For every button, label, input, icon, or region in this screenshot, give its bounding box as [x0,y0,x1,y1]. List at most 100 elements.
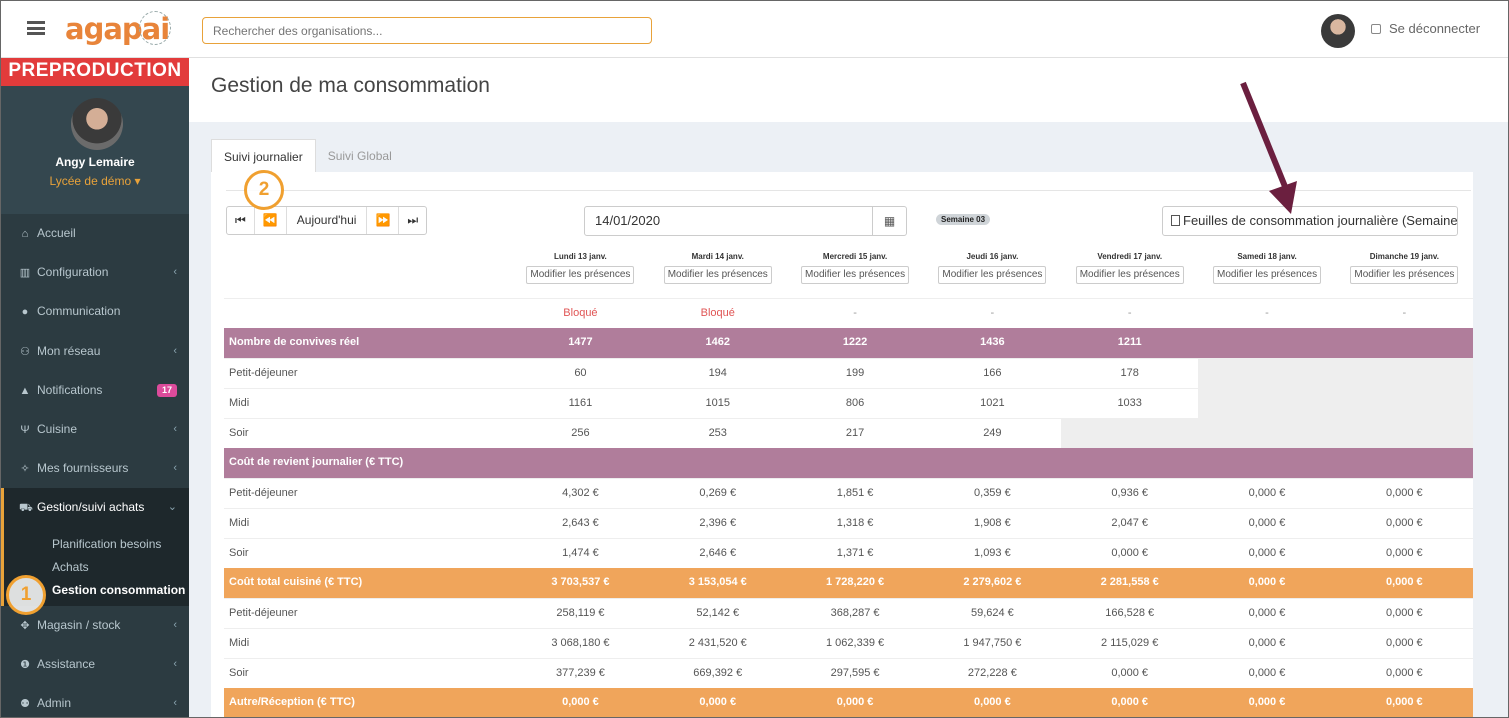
table-row: Midi 3 068,180 € 2 431,520 € 1 062,339 € 1 9… [224,628,1473,658]
row-label: Nombre de convives réel [229,336,360,348]
day-header: Samedi 18 janv. [1237,252,1297,261]
table-cell: 4,302 € [562,487,599,499]
users-icon: ⚇ [20,345,30,358]
table-cell: 806 [845,397,865,409]
cart-icon: ⛟ [19,502,33,515]
sidebar-item-magasin-stock[interactable]: ✥ Magasin / stock ‹ [1,606,189,645]
table-cell: 0,000 € [1248,637,1286,649]
table-cell: 0,000 € [1385,607,1423,619]
submenu-item-planification-besoins[interactable]: Planification besoins [52,536,162,551]
sidebar-item-communication[interactable]: ● Communication [1,292,189,331]
next-button[interactable]: ⏩ [367,207,400,234]
logout-button[interactable]: Se déconnecter [1371,21,1480,36]
edit-attendance-button[interactable]: Modifier les présences [1213,266,1322,284]
edit-attendance-button[interactable]: Modifier les présences [938,266,1047,284]
table-cell [924,448,1061,478]
table-cell: 0,000 € [1385,576,1423,588]
sidebar-item-gestion-suivi-achats[interactable]: ⛟ Gestion/suivi achats ⌄ [1,488,189,528]
row-label: Petit-déjeuner [229,367,298,379]
edit-attendance-button[interactable]: Modifier les présences [526,266,635,284]
cutlery-icon: Ψ [20,423,30,436]
sidebar-item-mon-r-seau[interactable]: ⚇ Mon réseau ‹ [1,332,189,371]
table-cell: 0,000 € [699,696,737,708]
table-cell [1198,419,1336,448]
table-cell: 258,119 € [556,607,605,619]
row-label: Soir [229,667,249,679]
annotation-arrow-icon [1240,81,1297,214]
chevron-down-icon: ⌄ [167,501,177,514]
table-cell: 2,396 € [699,517,737,529]
user-name: Angy Lemaire [55,155,135,169]
edit-attendance-button[interactable]: Modifier les présences [663,266,772,284]
table-cell [786,448,923,478]
previous-button[interactable]: ⏪ [255,207,287,234]
table-cell [1061,419,1199,448]
table-cell: 0,000 € [1385,487,1423,499]
avatar[interactable] [1321,14,1355,48]
table-cell: 2 281,558 € [1100,576,1159,588]
day-header: Dimanche 19 janv. [1369,252,1439,261]
export-consumption-sheets-button[interactable]: Feuilles de consommation journalière (Se… [1162,206,1458,236]
day-button-cell: Modifier les présences [1336,266,1473,284]
organisation-selector[interactable]: Lycée de démo ▾ [49,174,141,188]
sidebar-item-assistance[interactable]: ❶ Assistance ‹ [1,645,189,684]
table-header: Lundi 13 janv. Mardi 14 janv. Mercredi 15 … [224,248,1473,284]
submenu-item-achats[interactable]: Achats [52,559,89,574]
table-cell: 60 [574,367,587,379]
date-picker[interactable]: 14/01/2020 ▦ [584,206,907,236]
table-cell: 0,000 € [1111,696,1149,708]
table-cell: 166 [983,367,1002,379]
table-cell: 217 [845,427,865,439]
day-button-cell: Modifier les présences [786,266,923,284]
table-cell: 0,000 € [1385,517,1423,529]
tab-suivi-global[interactable]: Suivi Global [327,149,392,163]
table-cell: 1 728,220 € [826,576,885,588]
date-navigation: ⏮ ⏪ Aujourd'hui ⏩ ⏭ [226,206,428,235]
table-cell: 2,643 € [562,517,599,529]
status-cell: - [1265,307,1269,319]
table-cell: 0,000 € [562,696,599,708]
sidebar-item-label: Admin [37,695,72,710]
organisation-search-input[interactable] [202,17,652,44]
status-cell: - [853,307,857,319]
sidebar-item-admin[interactable]: ⚉ Admin ‹ [1,684,189,717]
header-spacer [224,266,512,284]
table-cell: 1,851 € [836,487,874,499]
date-input[interactable]: 14/01/2020 [595,213,661,228]
sidebar-item-cuisine[interactable]: Ψ Cuisine ‹ [1,410,189,449]
table-cell: 2 115,029 € [1101,637,1159,649]
sidebar-item-configuration[interactable]: ▥ Configuration ‹ [1,253,189,292]
table-cell: 166,528 € [1105,607,1155,619]
last-week-button[interactable]: ⏭ [399,207,426,234]
row-label: Midi [229,397,250,409]
table-cell: 1021 [980,397,1005,409]
table-cell: 0,000 € [1111,667,1149,679]
sidebar-item-notifications[interactable]: ▲ Notifications 17 [1,371,189,410]
row-label: Soir [229,427,249,439]
edit-attendance-button[interactable]: Modifier les présences [1075,266,1184,284]
table-cell: 0,000 € [1385,667,1423,679]
edit-attendance-button[interactable]: Modifier les présences [1350,266,1459,284]
calendar-icon[interactable]: ▦ [872,207,906,235]
menu-toggle-icon[interactable] [27,21,45,35]
week-badge: Semaine 03 [936,214,991,225]
table-cell: 0,000 € [1111,547,1149,559]
tab-suivi-journalier[interactable]: Suivi journalier [211,139,316,173]
table-cell: 272,228 € [967,667,1017,679]
table-cell: 0,936 € [1111,487,1149,499]
table-cell [1335,359,1473,388]
sidebar-item-accueil[interactable]: ⌂ Accueil [1,214,189,253]
today-button[interactable]: Aujourd'hui [287,207,368,234]
sidebar-item-label: Accueil [37,226,76,240]
table-cell: 0,000 € [1385,637,1423,649]
tab-panel: ⏮ ⏪ Aujourd'hui ⏩ ⏭ 14/01/2020 ▦ Semaine… [211,172,1473,717]
sidebar-item-mes-fournisseurs[interactable]: ✧ Mes fournisseurs ‹ [1,449,189,488]
edit-attendance-button[interactable]: Modifier les présences [801,266,910,284]
first-week-button[interactable]: ⏮ [227,207,255,234]
submenu-item-gestion-consommation[interactable]: Gestion consommation [52,582,186,597]
table-cell: 0,269 € [699,487,737,499]
cubes-icon: ✥ [20,619,30,632]
table-cell: 0,359 € [974,487,1011,499]
section-row: Nombre de convives réel 1477 1462 1222 1436 1… [224,328,1473,358]
table-cell: 1,474 € [562,547,599,559]
